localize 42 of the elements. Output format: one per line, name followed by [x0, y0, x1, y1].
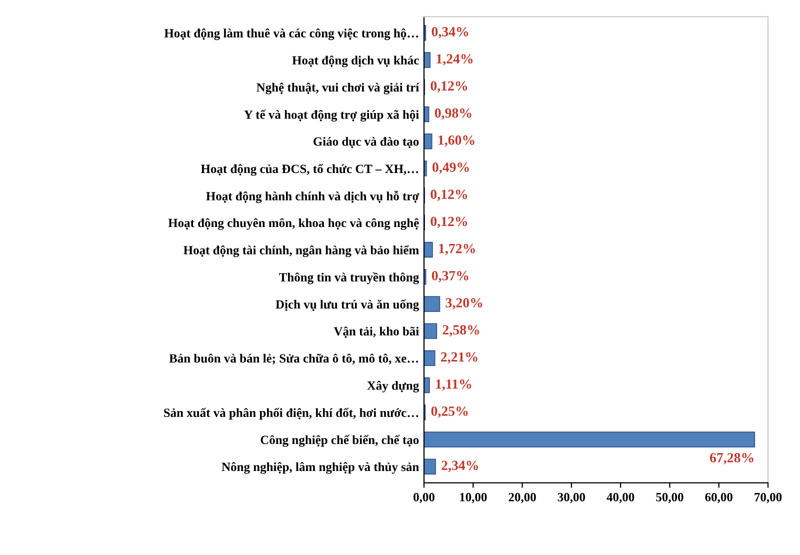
y-tick-label: Hoạt động của ĐCS, tổ chức CT – XH,… [200, 164, 418, 176]
y-tick-label: Vận tải, kho bãi [334, 326, 419, 338]
y-tick-label: Nghệ thuật, vui chơi và giải trí [256, 82, 420, 94]
data-label: 3,20% [446, 298, 482, 310]
y-tick-label: Hoạt động làm thuê và các công việc trong hộ… [164, 28, 418, 40]
data-label: 1,60% [438, 135, 474, 147]
y-tick-label: Hoạt động tài chính, ngân hàng và bảo hiểm [184, 245, 419, 258]
y-tick-label: Hoạt động hành chính và dịch vụ hỗ trợ [206, 190, 420, 204]
x-tick-label: 0,00 [414, 492, 434, 504]
data-label: 0,49% [432, 162, 469, 174]
data-label: 2,58% [442, 325, 480, 337]
y-tick-label: Bán buôn và bán lẻ; Sửa chữa ô tô, mô tô, xe… [169, 354, 418, 364]
y-tick-label: Y tế và hoạt động trợ giúp xã hội [244, 110, 419, 122]
data-label: 0,12% [430, 216, 468, 228]
y-tick-label: Hoạt động chuyên môn, khoa học và công nghệ [168, 218, 419, 230]
y-tick-label: Xây dựng [367, 380, 420, 392]
y-tick-label: Hoạt động dịch vụ khác [292, 56, 419, 68]
y-tick-label: Thông tin và truyền thông [279, 272, 420, 284]
x-tick-label: 60,00 [705, 492, 732, 504]
x-tick-label: 70,00 [754, 492, 782, 504]
y-tick-label: Giáo dục và đào tạo [313, 136, 419, 148]
data-label: 0,98% [434, 108, 472, 120]
data-label: 0,34% [432, 27, 468, 38]
x-tick-label: 50,00 [656, 492, 684, 504]
y-tick-label: Nông nghiệp, lâm nghiệp và thủy sản [222, 462, 419, 474]
data-label: 0,12% [430, 81, 468, 93]
data-label: 0,12% [430, 190, 468, 202]
data-label: 1,72% [439, 244, 475, 256]
data-label: 1,11% [436, 379, 472, 391]
x-tick-label: 10,00 [460, 492, 487, 504]
data-label: 0,25% [431, 406, 468, 418]
data-label: 1,24% [436, 54, 473, 66]
y-tick-label: Sản xuất và phân phối điện, khí đốt, hơi nước… [164, 408, 418, 420]
data-label: 2,21% [441, 352, 478, 364]
x-tick-label: 20,00 [508, 492, 536, 504]
x-tick-label: 40,00 [606, 492, 634, 504]
x-tick-label: 30,00 [558, 492, 586, 504]
data-label: 0,37% [432, 270, 468, 282]
y-tick-label: Dịch vụ lưu trú và ăn uống [276, 299, 420, 312]
data-label: 67,28% [710, 453, 754, 464]
y-tick-label: Công nghiệp chế biến, chế tạo [260, 434, 419, 447]
data-label: 2,34% [442, 460, 478, 472]
